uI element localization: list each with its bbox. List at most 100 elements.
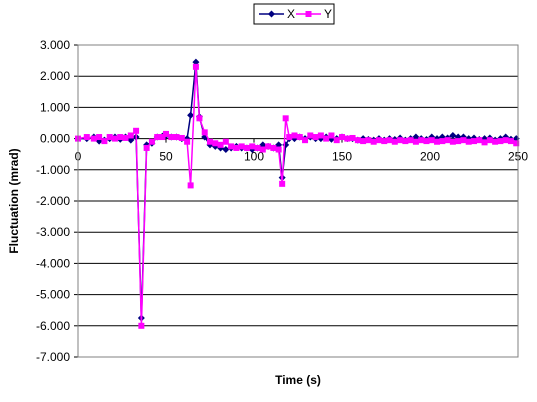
data-point-y [83, 134, 90, 141]
data-point-y [196, 115, 203, 122]
data-point-y [354, 137, 361, 144]
data-point-y [90, 135, 97, 142]
data-point-y [434, 138, 441, 145]
data-point-x [222, 146, 230, 154]
y-tick-label: -3.000 [36, 225, 70, 239]
data-point-x [449, 131, 457, 139]
data-point-y [101, 138, 108, 145]
plot-area-border [77, 44, 519, 358]
data-point-y [502, 137, 509, 144]
x-tick-label: 150 [332, 150, 352, 164]
legend-y-marker [305, 11, 312, 17]
data-point-y [302, 137, 309, 144]
data-point-y [238, 143, 245, 150]
data-point-y [386, 137, 393, 144]
data-point-y [428, 137, 435, 144]
data-point-y [122, 134, 129, 141]
data-point-y [460, 137, 467, 144]
data-point-y [481, 139, 488, 146]
data-point-y [397, 137, 404, 144]
data-point-y [222, 138, 229, 145]
y-tick-label: -6.000 [36, 319, 70, 333]
data-point-y [249, 143, 256, 150]
data-point-y [163, 130, 169, 137]
data-point-y [449, 138, 456, 145]
x-tick-label: 200 [420, 150, 440, 164]
data-point-y [265, 143, 272, 150]
data-point-y [127, 132, 134, 139]
data-point-y [365, 137, 372, 144]
data-point-y [465, 138, 472, 145]
data-point-y [375, 137, 382, 144]
y-tick-label: 1.000 [40, 100, 70, 114]
data-point-y [279, 180, 286, 187]
y-axis-title: Fluctuation (mrad) [7, 148, 21, 253]
series-group [74, 58, 520, 329]
data-point-y [370, 138, 377, 145]
data-point-y [133, 127, 140, 134]
data-point-y [254, 144, 261, 151]
data-point-y [270, 144, 277, 151]
y-tick-label: -7.000 [36, 350, 70, 364]
data-point-y [282, 115, 289, 122]
data-point-y [344, 135, 351, 142]
data-point-y [360, 138, 367, 145]
data-point-y [513, 140, 520, 147]
data-point-y [423, 138, 430, 145]
y-tick-label: -1.000 [36, 163, 70, 177]
data-point-y [418, 137, 425, 144]
data-point-y [476, 137, 483, 144]
data-point-y [201, 129, 208, 136]
y-tick-label: -2.000 [36, 194, 70, 208]
data-point-y [333, 137, 340, 144]
data-point-y [444, 137, 451, 144]
data-point-y [217, 141, 224, 148]
legend-x-marker [268, 10, 275, 18]
data-point-y [381, 138, 388, 145]
data-point-y [286, 134, 293, 141]
y-tick-labels: 3.000 2.000 1.000 0.000 -1.000 -2.000 -3.000 -4… [36, 38, 70, 364]
data-point-y [328, 132, 335, 139]
data-point-y [349, 134, 356, 141]
data-point-y [455, 138, 462, 145]
data-point-y [323, 135, 330, 142]
data-point-y [138, 322, 145, 329]
y-tick-label: 3.000 [40, 38, 70, 52]
data-point-y [312, 134, 319, 141]
legend-x-label: X [287, 7, 295, 21]
data-point-y [439, 138, 446, 145]
data-point-y [187, 182, 194, 189]
data-point-y [497, 138, 504, 145]
data-point-y [391, 138, 398, 145]
legend-box [253, 3, 335, 25]
data-point-y [339, 134, 345, 141]
data-point-y [207, 138, 213, 145]
x-tick-label: 50 [159, 150, 173, 164]
data-point-y [143, 144, 150, 151]
data-point-y [173, 134, 180, 141]
data-point-y [168, 134, 175, 141]
data-point-y [507, 138, 514, 145]
data-point-y [407, 137, 414, 144]
x-axis-title: Time (s) [275, 373, 321, 387]
data-point-x [187, 111, 195, 119]
legend-y-label: Y [324, 7, 332, 21]
x-tick-label: 100 [244, 150, 264, 164]
data-point-y [212, 140, 219, 147]
data-point-y [159, 134, 166, 141]
data-point-y [291, 132, 298, 139]
data-point-y [228, 143, 235, 150]
data-point-y [111, 135, 118, 142]
y-tick-label: -4.000 [36, 256, 70, 270]
data-point-y [275, 146, 282, 153]
data-point-y [402, 138, 409, 145]
data-point-y [117, 134, 124, 141]
data-point-y [96, 134, 103, 141]
data-point-y [296, 134, 303, 141]
data-point-y [412, 138, 419, 145]
data-point-y [259, 146, 266, 153]
data-point-y [307, 132, 314, 139]
data-point-y [192, 63, 199, 70]
data-point-y [486, 137, 493, 144]
